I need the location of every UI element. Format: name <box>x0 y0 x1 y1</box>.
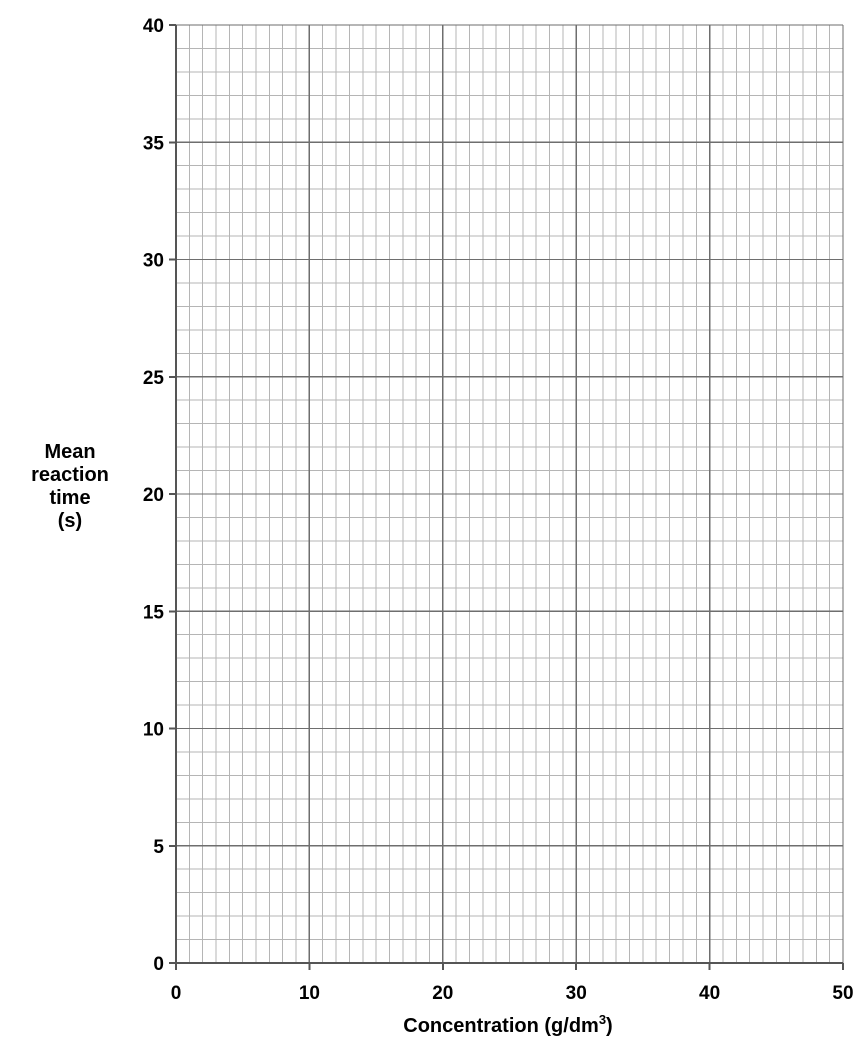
x-tick-label: 50 <box>832 983 853 1004</box>
y-tick-label: 0 <box>153 954 164 975</box>
y-tick-label: 15 <box>143 602 165 623</box>
tick-labels: 0 5 10 15 20 25 30 35 40 0 10 20 30 40 50 <box>143 16 854 1004</box>
y-axis-title: Mean reaction time (s) <box>31 441 109 532</box>
y-tick-label: 5 <box>153 837 164 858</box>
x-tick-label: 10 <box>299 983 320 1004</box>
x-tick-label: 40 <box>699 983 720 1004</box>
y-axis-title-line: Mean <box>44 441 95 463</box>
grid <box>175 24 844 964</box>
y-axis-title-line: reaction <box>31 464 109 486</box>
x-tick-label: 30 <box>566 983 587 1004</box>
y-tick-label: 40 <box>143 16 164 37</box>
x-axis-title-superscript: 3 <box>599 1012 606 1027</box>
x-axis-title: Concentration (g/dm3) <box>403 1012 612 1037</box>
y-tick-label: 20 <box>143 485 164 506</box>
y-tick-label: 10 <box>143 720 164 741</box>
x-axis-title-text: Concentration (g/dm <box>403 1015 599 1037</box>
y-tick-label: 25 <box>143 368 165 389</box>
y-tick-label: 35 <box>143 133 165 154</box>
x-axis-title-suffix: ) <box>606 1015 613 1037</box>
y-tick-label: 30 <box>143 251 164 272</box>
x-tick-label: 20 <box>432 983 453 1004</box>
x-tick-label: 0 <box>171 983 182 1004</box>
axis-titles: Concentration (g/dm3) Mean reaction time (s… <box>31 441 613 1037</box>
axes <box>169 24 844 970</box>
y-axis-title-line: (s) <box>58 510 82 532</box>
y-axis-title-line: time <box>49 487 90 509</box>
